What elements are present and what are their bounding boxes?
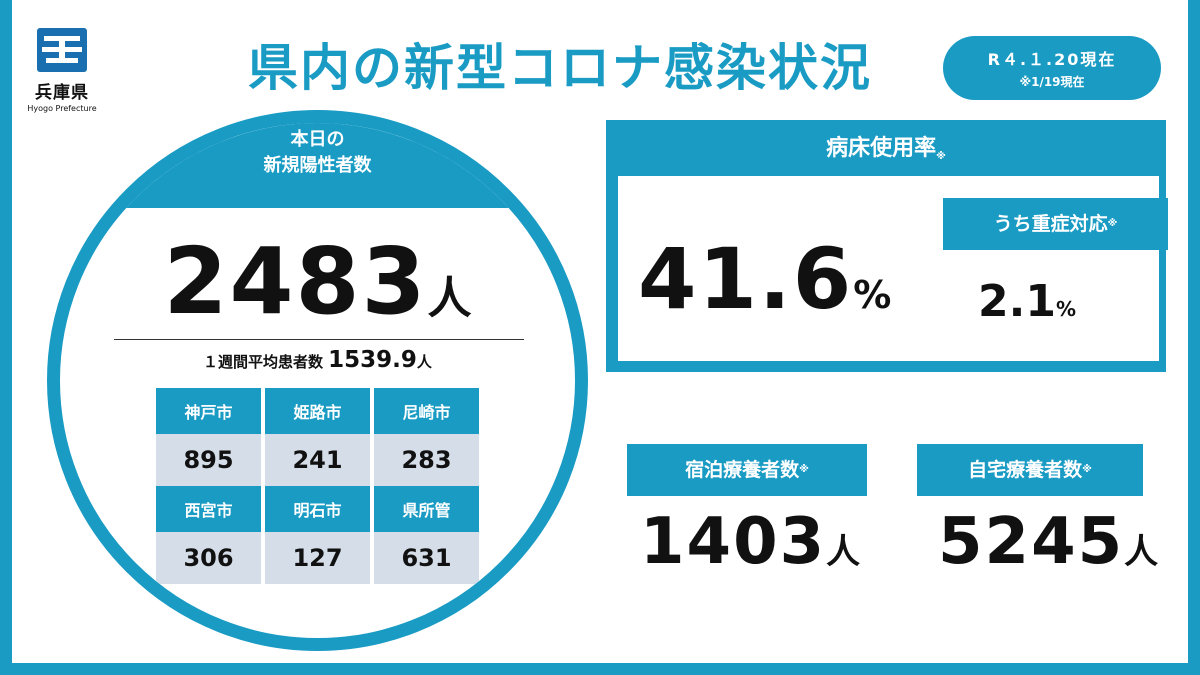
severe-rate: 2.1%: [978, 276, 1076, 327]
hotel-label: 宿泊療養者数※: [627, 444, 867, 496]
severe-unit: %: [1055, 297, 1076, 321]
city-value: 283: [374, 434, 479, 486]
city-name: 明石市: [265, 486, 370, 532]
home-unit: 人: [1124, 532, 1159, 572]
city-value: 895: [156, 434, 261, 486]
logo-subtitle: Hyogo Prefecture: [27, 104, 97, 113]
home-label-text: 自宅療養者数: [968, 459, 1083, 481]
city-value: 241: [265, 434, 370, 486]
city-value: 306: [156, 532, 261, 584]
city-name: 姫路市: [265, 388, 370, 434]
bed-usage-title: 病床使用率※: [606, 130, 1166, 162]
city-breakdown-table: 神戸市 姫路市 尼崎市 895 241 283 西宮市 明石市 県所管 306 …: [152, 388, 483, 584]
new-cases-label-line1: 本日の: [290, 129, 345, 150]
new-cases-header: 本日の 新規陽性者数: [60, 123, 575, 208]
home-count: 5245人: [938, 505, 1158, 579]
hotel-value: 1403: [640, 505, 827, 579]
severe-note: ※: [1107, 218, 1118, 229]
new-cases-count: 2483人: [60, 228, 575, 335]
bed-usage-note: ※: [936, 151, 946, 162]
hotel-unit: 人: [826, 532, 861, 572]
severe-label-text: うち重症対応: [993, 213, 1108, 235]
city-name: 神戸市: [156, 388, 261, 434]
prefecture-logo: 兵庫県 Hyogo Prefecture: [22, 28, 102, 113]
weekly-average: １週間平均患者数 1539.9人: [60, 347, 575, 373]
home-label: 自宅療養者数※: [917, 444, 1143, 496]
severe-value: 2.1: [978, 276, 1056, 327]
hotel-label-text: 宿泊療養者数: [685, 459, 800, 481]
severe-label: うち重症対応※: [943, 198, 1168, 250]
bed-usage-panel: 病床使用率※ 41.6% うち重症対応※ 2.1%: [606, 120, 1168, 372]
page-title: 県内の新型コロナ感染状況: [248, 39, 872, 97]
city-name: 西宮市: [156, 486, 261, 532]
hotel-count: 1403人: [640, 505, 860, 579]
city-name: 尼崎市: [374, 388, 479, 434]
hyogo-emblem-icon: [37, 28, 87, 72]
weekly-average-label: １週間平均患者数: [203, 353, 324, 371]
date-main: R４.１.20現在: [987, 50, 1117, 69]
home-note: ※: [1082, 464, 1092, 475]
weekly-average-unit: 人: [416, 353, 432, 371]
new-cases-unit: 人: [427, 273, 472, 324]
date-badge: R４.１.20現在 ※1/19現在: [943, 36, 1161, 100]
city-value: 127: [265, 532, 370, 584]
city-value: 631: [374, 532, 479, 584]
bed-usage-rate: 41.6%: [638, 230, 891, 328]
divider: [114, 339, 524, 340]
new-cases-label-line2: 新規陽性者数: [263, 155, 372, 176]
bed-usage-title-text: 病床使用率: [826, 136, 937, 161]
hotel-note: ※: [799, 464, 809, 475]
bed-usage-unit: %: [853, 273, 892, 317]
bed-usage-value: 41.6: [638, 230, 854, 328]
new-cases-panel: 本日の 新規陽性者数 2483人 １週間平均患者数 1539.9人 神戸市 姫路…: [47, 110, 588, 651]
home-value: 5245: [938, 505, 1125, 579]
weekly-average-value: 1539.9: [328, 347, 417, 373]
city-name: 県所管: [374, 486, 479, 532]
date-note: ※1/19現在: [1019, 75, 1085, 89]
new-cases-value: 2483: [163, 228, 428, 335]
bed-usage-body: 41.6% うち重症対応※ 2.1%: [618, 176, 1168, 361]
logo-name: 兵庫県: [35, 83, 89, 103]
